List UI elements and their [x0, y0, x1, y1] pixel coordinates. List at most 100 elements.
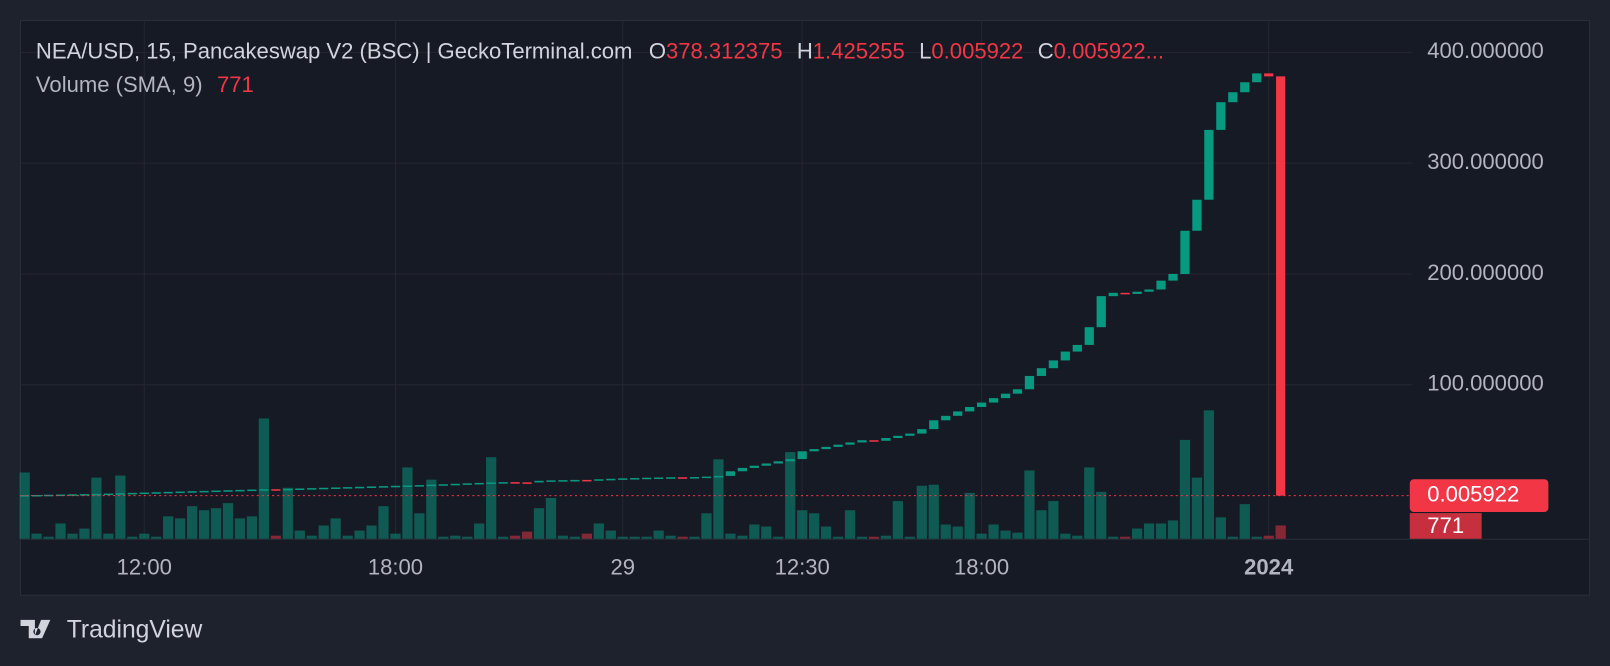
candle-body — [689, 477, 700, 479]
x-tick-label: 2024 — [1244, 554, 1294, 579]
candle-body — [55, 494, 66, 497]
volume-bar — [737, 535, 748, 539]
candle-body — [462, 483, 472, 485]
volume-bar — [402, 467, 413, 539]
volume-bar — [270, 535, 281, 539]
volume-bar — [521, 531, 533, 539]
volume-bar — [617, 536, 628, 539]
candle-body — [103, 493, 113, 496]
candle-body — [211, 490, 221, 493]
volume-bar — [115, 475, 126, 539]
candle-body — [414, 485, 425, 487]
candle-body — [1168, 273, 1178, 281]
price-marker-label: 0.005922 — [1427, 481, 1519, 506]
candle-body — [797, 451, 807, 460]
volume-bar — [43, 536, 54, 539]
candle-body — [546, 480, 556, 482]
grid — [20, 20, 1412, 539]
volume-legend-value: 771 — [217, 72, 254, 97]
candle-body — [1192, 199, 1202, 231]
candle-body — [642, 477, 652, 480]
volume-bar — [55, 523, 66, 539]
candle-body — [390, 485, 401, 488]
volume-bar — [318, 525, 329, 539]
volume-bar — [390, 533, 401, 539]
volume-bar — [1227, 536, 1238, 539]
candle-body — [450, 483, 460, 486]
candle-body — [1240, 82, 1250, 93]
volume-marker-label: 771 — [1427, 513, 1464, 538]
volume-bar — [797, 510, 808, 539]
volume-bar — [964, 492, 975, 539]
candle-body — [366, 486, 377, 488]
candle-body — [582, 479, 592, 482]
volume-bar — [1120, 536, 1131, 539]
volume-bar — [569, 536, 581, 539]
candle-body — [163, 491, 173, 494]
candle-body — [235, 489, 245, 492]
candle-body — [474, 482, 484, 485]
candle-body — [929, 420, 939, 430]
candle-body — [785, 459, 795, 462]
candle-body — [534, 480, 544, 483]
candle-body — [1036, 368, 1047, 376]
candle-body — [857, 440, 867, 443]
volume-bar — [139, 533, 150, 539]
candle-body — [1084, 327, 1094, 345]
candle-body — [725, 471, 736, 476]
volume-bar — [820, 526, 832, 539]
candle-body — [665, 477, 676, 479]
volume-bar — [1060, 533, 1071, 539]
candle-body — [1060, 351, 1070, 361]
volume-bar — [210, 508, 222, 539]
candle-body — [893, 435, 903, 439]
volume-bar — [1263, 535, 1274, 539]
candle-body — [402, 485, 413, 487]
candle-body — [1096, 296, 1106, 328]
volume-bar — [163, 516, 174, 539]
volume-bar — [1191, 477, 1203, 539]
candle-body — [953, 411, 963, 416]
chart-pane — [20, 20, 1590, 596]
volume-bar — [1275, 525, 1286, 539]
volume-bar — [103, 533, 114, 539]
volume-bar — [928, 484, 939, 539]
candle-body — [378, 486, 389, 488]
volume-bar — [773, 536, 784, 539]
symbol-title: NEA/USD, 15, Pancakeswap V2 (BSC) | Geck… — [36, 38, 632, 63]
candle-body — [1144, 289, 1154, 292]
volume-bar — [749, 524, 760, 539]
candle-body — [1216, 102, 1226, 130]
volume-bar — [1251, 536, 1262, 539]
brand-icon — [20, 619, 51, 639]
candle-body — [809, 449, 819, 452]
candle-body — [1000, 393, 1011, 399]
candle-body — [881, 438, 891, 441]
candle-body — [594, 479, 604, 481]
candle-body — [1048, 360, 1058, 369]
volume-bar — [414, 513, 425, 539]
volume-bar — [533, 508, 545, 539]
volume-bar — [1084, 467, 1095, 539]
candle-body — [151, 492, 161, 494]
candle-body — [941, 415, 951, 421]
candle-body — [749, 465, 759, 468]
volume-bar — [1239, 504, 1250, 539]
candle-body — [1276, 76, 1286, 496]
ohlc-value: 1.425255 — [813, 38, 905, 63]
volume-bar — [1108, 536, 1119, 539]
volume-marker — [1409, 513, 1482, 539]
ohlc-key: L — [919, 38, 931, 63]
candle-body — [845, 442, 855, 445]
volume-bar — [67, 533, 78, 539]
candle-body — [522, 482, 532, 484]
volume-bar — [294, 530, 305, 539]
volume-bar — [31, 533, 42, 539]
price-marker — [1409, 479, 1549, 513]
candle-body — [187, 491, 197, 493]
volume-bar — [258, 418, 270, 539]
candle-body — [905, 433, 915, 436]
volume-bar — [1143, 523, 1155, 539]
candle-body — [965, 406, 975, 412]
volume-bar — [474, 523, 485, 539]
